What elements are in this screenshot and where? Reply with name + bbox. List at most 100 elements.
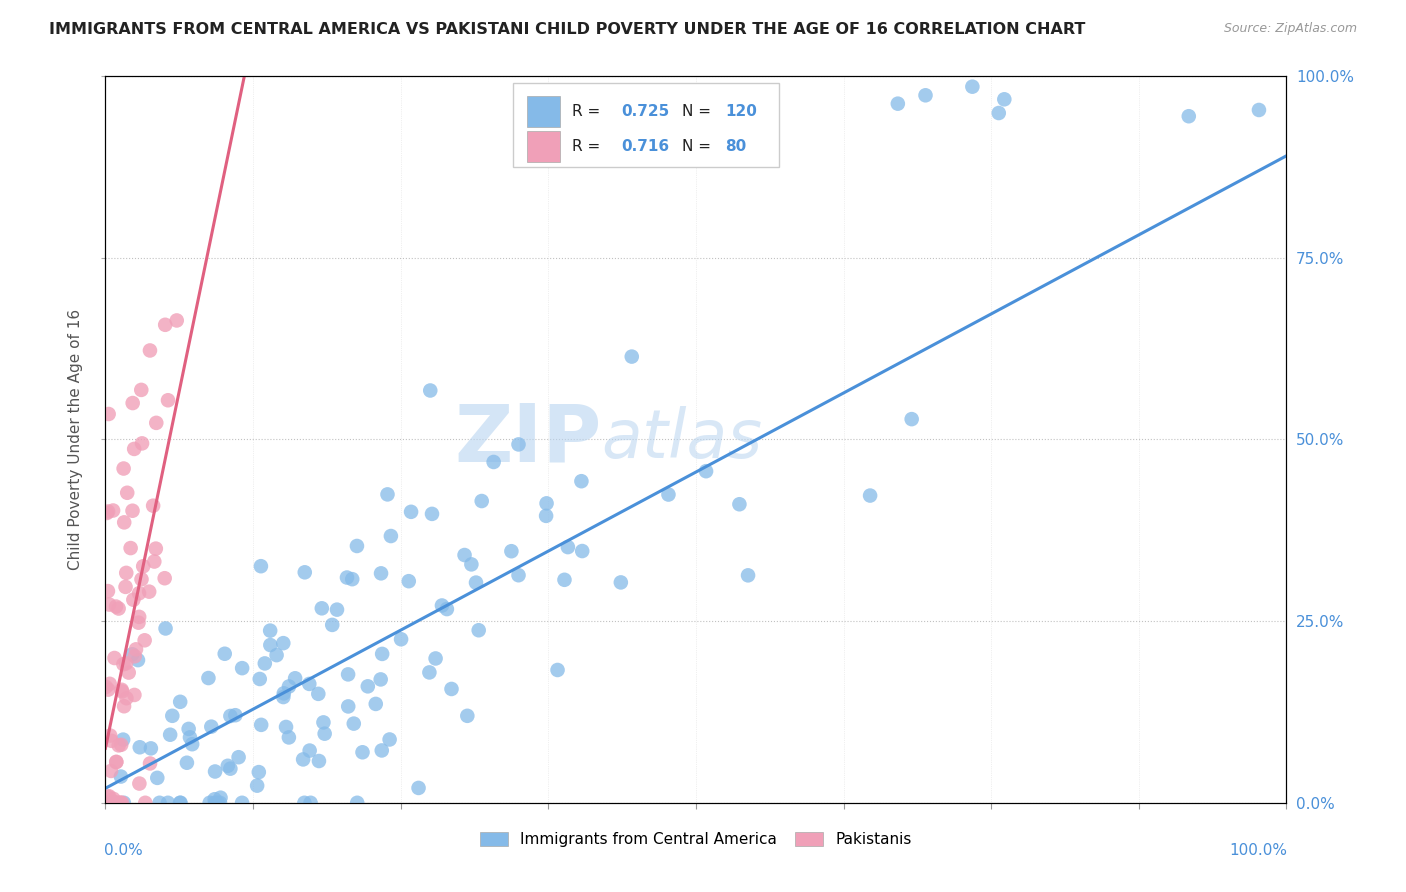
Point xyxy=(456,708,478,723)
Point xyxy=(115,691,138,706)
Point xyxy=(127,653,149,667)
Point xyxy=(169,695,191,709)
Point xyxy=(176,756,198,770)
Point xyxy=(103,792,125,806)
Point xyxy=(120,541,142,555)
Point xyxy=(104,796,127,810)
Point xyxy=(112,516,135,530)
Point xyxy=(105,755,128,769)
Point xyxy=(132,559,155,574)
Point xyxy=(110,738,132,752)
Point xyxy=(143,555,166,569)
Point xyxy=(737,568,759,582)
Point xyxy=(224,708,246,723)
Point xyxy=(112,732,135,747)
Text: R =: R = xyxy=(572,104,600,119)
Point xyxy=(128,610,150,624)
Point xyxy=(408,780,430,795)
Point xyxy=(553,573,575,587)
Point xyxy=(571,544,593,558)
Point xyxy=(115,485,138,500)
Point xyxy=(97,796,120,810)
Point xyxy=(198,796,221,810)
Point xyxy=(139,741,162,756)
Point xyxy=(657,487,679,501)
Text: N =: N = xyxy=(682,104,711,119)
Point xyxy=(219,709,242,723)
Point xyxy=(259,638,281,652)
Point xyxy=(292,752,315,766)
Point xyxy=(153,571,176,585)
Point xyxy=(100,796,122,810)
Point xyxy=(127,615,149,630)
Point xyxy=(139,343,162,358)
Point xyxy=(118,665,141,680)
Point xyxy=(97,796,120,810)
Point xyxy=(231,796,253,810)
Point xyxy=(249,672,271,686)
Point xyxy=(398,574,420,589)
Point xyxy=(467,624,489,638)
Point xyxy=(534,508,557,523)
Point xyxy=(914,88,936,103)
Point xyxy=(465,575,488,590)
Point xyxy=(115,566,138,580)
Text: 0.0%: 0.0% xyxy=(104,843,143,858)
Point xyxy=(547,663,569,677)
Point xyxy=(273,686,295,700)
Point xyxy=(112,461,135,475)
Point xyxy=(274,720,297,734)
Point xyxy=(298,677,321,691)
Point xyxy=(419,384,441,398)
FancyBboxPatch shape xyxy=(527,131,560,161)
Point xyxy=(121,648,143,662)
Point xyxy=(418,665,440,680)
Y-axis label: Child Poverty Under the Age of 16: Child Poverty Under the Age of 16 xyxy=(67,309,83,570)
Point xyxy=(97,796,120,810)
Point xyxy=(343,716,366,731)
Point xyxy=(98,796,121,810)
Point xyxy=(145,416,167,430)
Point xyxy=(312,715,335,730)
Point xyxy=(231,661,253,675)
Point xyxy=(134,633,156,648)
Point xyxy=(209,790,232,805)
Text: atlas: atlas xyxy=(602,407,762,472)
Point xyxy=(695,464,717,478)
Point xyxy=(101,503,124,517)
Point xyxy=(399,505,422,519)
Point xyxy=(122,592,145,607)
Point xyxy=(103,796,125,810)
Point xyxy=(104,796,127,810)
Point xyxy=(166,313,188,327)
Point xyxy=(859,489,882,503)
Point xyxy=(97,584,120,599)
Point xyxy=(114,580,136,594)
Point xyxy=(371,743,394,757)
Point xyxy=(307,687,329,701)
Point xyxy=(460,558,482,572)
Point xyxy=(471,494,494,508)
Point xyxy=(129,383,152,397)
Point xyxy=(508,437,530,451)
Point xyxy=(610,575,633,590)
Point xyxy=(97,682,120,697)
Point xyxy=(380,529,402,543)
Point xyxy=(357,679,380,693)
Point xyxy=(103,796,125,810)
Point xyxy=(112,657,135,672)
Point xyxy=(308,754,330,768)
Point xyxy=(97,504,120,518)
Point xyxy=(124,688,146,702)
Point xyxy=(107,796,129,810)
Point xyxy=(482,455,505,469)
Point xyxy=(112,796,135,810)
Point xyxy=(100,764,122,778)
Point xyxy=(378,732,401,747)
Point xyxy=(352,745,374,759)
Point xyxy=(115,657,138,671)
Point xyxy=(169,796,191,810)
Point xyxy=(370,566,392,581)
Point xyxy=(177,722,200,736)
Point xyxy=(100,734,122,748)
